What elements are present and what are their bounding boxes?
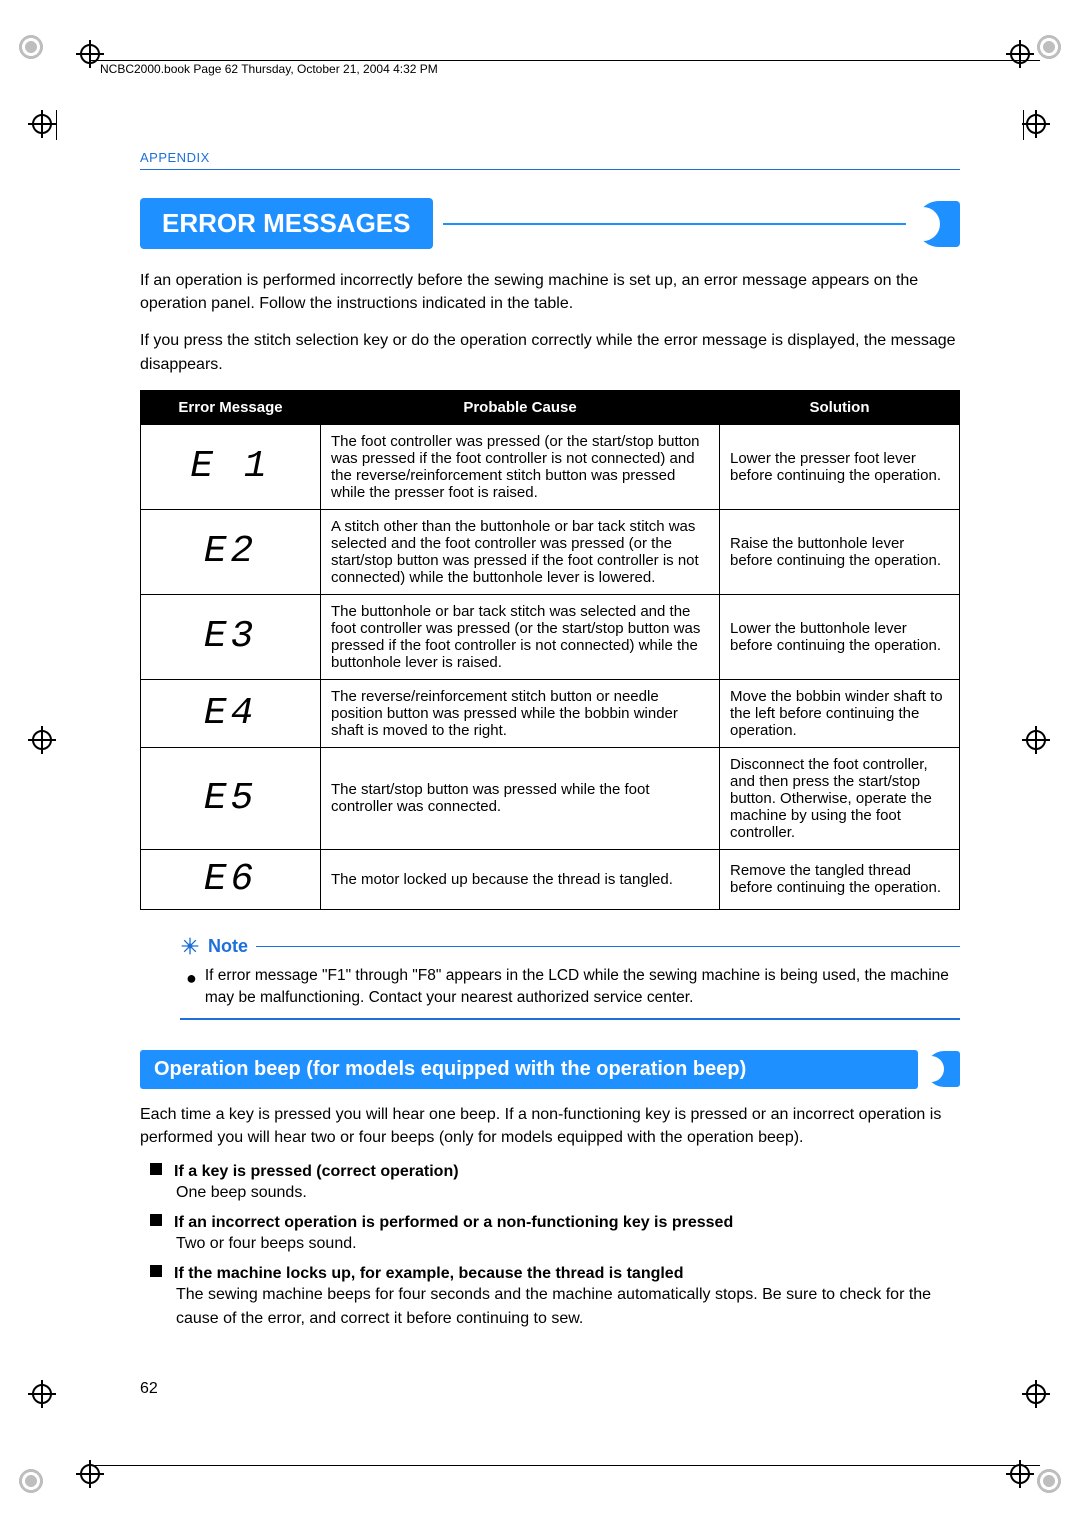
- note-footer-rule: [180, 1018, 960, 1020]
- error-code: E3: [141, 594, 321, 679]
- header-meta-text: NCBC2000.book Page 62 Thursday, October …: [100, 62, 438, 76]
- bullet-title: If the machine locks up, for example, be…: [150, 1265, 960, 1283]
- solution: Disconnect the foot controller, and then…: [720, 747, 960, 849]
- table-row: E6The motor locked up because the thread…: [141, 849, 960, 909]
- intro-paragraph: If an operation is performed incorrectly…: [140, 269, 960, 315]
- table-header: Probable Cause: [321, 390, 720, 424]
- intro-paragraph: If you press the stitch selection key or…: [140, 329, 960, 375]
- footer-rule: [90, 1465, 1040, 1466]
- probable-cause: The reverse/reinforcement stitch button …: [321, 679, 720, 747]
- bullet-title: If an incorrect operation is performed o…: [150, 1214, 960, 1232]
- table-row: E5The start/stop button was pressed whil…: [141, 747, 960, 849]
- registration-mark-icon: [1006, 40, 1034, 68]
- side-rule: [1023, 110, 1024, 140]
- error-code: E6: [141, 849, 321, 909]
- square-bullet-icon: [150, 1265, 162, 1277]
- probable-cause: The motor locked up because the thread i…: [321, 849, 720, 909]
- table-row: E4The reverse/reinforcement stitch butto…: [141, 679, 960, 747]
- solution: Raise the buttonhole lever before contin…: [720, 509, 960, 594]
- registration-mark-icon: [1022, 1380, 1050, 1408]
- error-code: E5: [141, 747, 321, 849]
- crop-mark-icon: [1034, 1466, 1064, 1496]
- registration-mark-icon: [1022, 110, 1050, 138]
- table-row: E 1The foot controller was pressed (or t…: [141, 424, 960, 509]
- note-label: Note: [208, 936, 248, 957]
- section-tab-icon: [926, 1051, 960, 1087]
- appendix-label: APPENDIX: [140, 150, 960, 165]
- crop-mark-icon: [16, 1466, 46, 1496]
- section-bar: Operation beep (for models equipped with…: [140, 1050, 960, 1089]
- registration-mark-icon: [28, 726, 56, 754]
- registration-mark-icon: [28, 110, 56, 138]
- registration-mark-icon: [28, 1380, 56, 1408]
- bullet-body: Two or four beeps sound.: [176, 1232, 960, 1255]
- page-title: ERROR MESSAGES: [140, 198, 433, 249]
- bullet-item: If an incorrect operation is performed o…: [150, 1214, 960, 1255]
- table-row: E2A stitch other than the buttonhole or …: [141, 509, 960, 594]
- bullet-body: The sewing machine beeps for four second…: [176, 1283, 960, 1329]
- appendix-rule: [140, 169, 960, 170]
- side-rule: [56, 110, 57, 140]
- probable-cause: The start/stop button was pressed while …: [321, 747, 720, 849]
- title-tab-icon: [916, 201, 960, 247]
- registration-mark-icon: [1022, 726, 1050, 754]
- probable-cause: The buttonhole or bar tack stitch was se…: [321, 594, 720, 679]
- error-code: E 1: [141, 424, 321, 509]
- note-header-rule: [256, 946, 960, 947]
- probable-cause: The foot controller was pressed (or the …: [321, 424, 720, 509]
- square-bullet-icon: [150, 1214, 162, 1226]
- bullet-title: If a key is pressed (correct operation): [150, 1163, 960, 1181]
- page-number: 62: [140, 1380, 158, 1398]
- solution: Remove the tangled thread before continu…: [720, 849, 960, 909]
- title-rule: [443, 223, 907, 225]
- error-code: E4: [141, 679, 321, 747]
- note-text: If error message "F1" through "F8" appea…: [205, 965, 960, 1010]
- solution: Move the bobbin winder shaft to the left…: [720, 679, 960, 747]
- square-bullet-icon: [150, 1163, 162, 1175]
- solution: Lower the presser foot lever before cont…: [720, 424, 960, 509]
- error-code: E2: [141, 509, 321, 594]
- note-star-icon: [180, 936, 200, 956]
- table-row: E3The buttonhole or bar tack stitch was …: [141, 594, 960, 679]
- bullet-dot-icon: ●: [186, 965, 197, 1010]
- section-title: Operation beep (for models equipped with…: [140, 1050, 918, 1089]
- header-rule: [90, 60, 1040, 61]
- note-block: Note ● If error message "F1" through "F8…: [180, 936, 960, 1020]
- table-header: Solution: [720, 390, 960, 424]
- crop-mark-icon: [1034, 32, 1064, 62]
- section-intro: Each time a key is pressed you will hear…: [140, 1103, 960, 1149]
- title-bar: ERROR MESSAGES: [140, 198, 960, 249]
- page-content: APPENDIX ERROR MESSAGES If an operation …: [140, 150, 960, 1334]
- crop-mark-icon: [16, 32, 46, 62]
- table-header: Error Message: [141, 390, 321, 424]
- bullet-item: If a key is pressed (correct operation)O…: [150, 1163, 960, 1204]
- probable-cause: A stitch other than the buttonhole or ba…: [321, 509, 720, 594]
- solution: Lower the buttonhole lever before contin…: [720, 594, 960, 679]
- bullet-item: If the machine locks up, for example, be…: [150, 1265, 960, 1329]
- error-messages-table: Error Message Probable Cause Solution E …: [140, 390, 960, 910]
- bullet-body: One beep sounds.: [176, 1181, 960, 1204]
